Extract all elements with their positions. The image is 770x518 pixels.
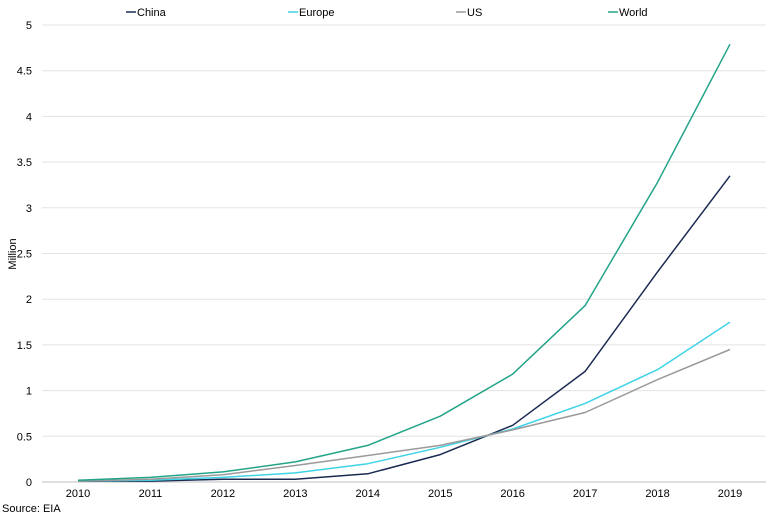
series-line-europe	[77, 321, 731, 482]
series-lines	[77, 43, 731, 482]
y-axis-title: Million	[7, 238, 19, 269]
x-tick-label: 2011	[139, 488, 163, 500]
legend-label-china: China	[137, 7, 167, 19]
x-tick-label: 2014	[356, 488, 380, 500]
y-axis-ticks: 0 0.5 1 1.5 2 2.5 3 3.5 4 4.5 5	[17, 20, 32, 489]
series-line-world	[77, 43, 731, 481]
y-tick-label: 1.5	[17, 340, 32, 352]
series-line-china	[78, 175, 731, 482]
y-tick-label: 0	[26, 477, 32, 489]
x-tick-label: 2013	[283, 488, 307, 500]
y-tick-label: 2	[26, 294, 32, 306]
y-tick-label: 3	[26, 203, 32, 215]
x-tick-label: 2019	[718, 488, 742, 500]
x-tick-label: 2018	[645, 488, 669, 500]
x-tick-label: 2012	[211, 488, 235, 500]
y-tick-label: 1	[26, 386, 32, 398]
x-tick-label: 2016	[500, 488, 524, 500]
x-tick-label: 2017	[573, 488, 597, 500]
legend-label-us: US	[467, 7, 482, 19]
gridlines	[42, 24, 766, 483]
legend: China Europe US World	[126, 7, 648, 19]
legend-label-europe: Europe	[299, 7, 334, 19]
y-tick-label: 4	[26, 111, 32, 123]
source-note: Source: EIA	[2, 503, 61, 515]
x-axis-ticks: 2010 2011 2012 2013 2014 2015 2016 2017 2018 2019	[66, 488, 742, 500]
y-tick-label: 5	[26, 20, 32, 32]
x-tick-label: 2015	[428, 488, 452, 500]
x-tick-label: 2010	[66, 488, 90, 500]
series-line-us	[77, 348, 731, 482]
legend-label-world: World	[619, 7, 648, 19]
y-tick-label: 3.5	[17, 157, 32, 169]
y-tick-label: 4.5	[17, 66, 32, 78]
y-tick-label: 2.5	[17, 249, 32, 261]
y-tick-label: 0.5	[17, 431, 32, 443]
